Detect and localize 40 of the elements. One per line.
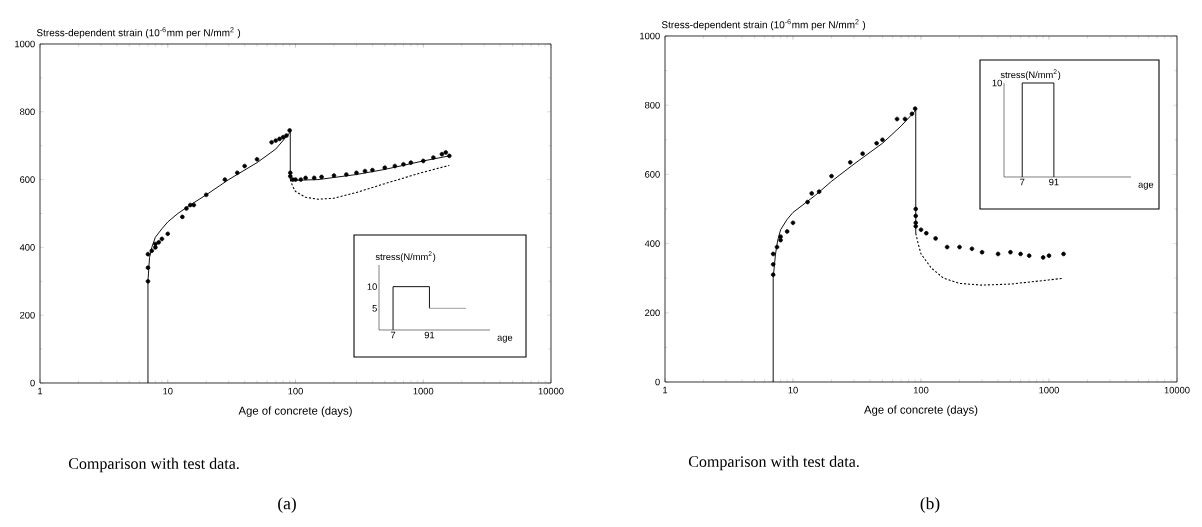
x-tick-label: 10 — [163, 387, 173, 395]
x-axis-title: Age of concrete (days) — [864, 405, 978, 416]
text: (a) — [278, 497, 296, 513]
y-tick-label: 200 — [20, 311, 35, 319]
x-tick-label: 10000 — [538, 387, 564, 395]
x-tick-label: 91 — [424, 331, 435, 339]
x-tick-label: 100 — [913, 386, 929, 394]
y-tick-label: 0 — [655, 378, 660, 386]
y-tick-label: 600 — [645, 171, 660, 178]
text: Comparison with test data. — [68, 457, 239, 473]
y-tick-label: 400 — [19, 244, 35, 251]
x-axis-title: age — [1138, 182, 1154, 190]
x-tick-label: 1 — [38, 387, 43, 395]
y-tick-label: 200 — [645, 309, 660, 317]
text: Comparison with test data. — [688, 455, 859, 471]
x-tick-label: 7 — [390, 331, 396, 339]
y-tick-label: 5 — [372, 305, 377, 312]
y-tick-label: 600 — [20, 176, 35, 183]
y-axis-title: Stress-dependent strain (10$^{-6}$mm per N/mm$^{2}$ ) — [661, 19, 866, 31]
x-axis-title: age — [497, 335, 513, 343]
x-tick-label: 100 — [288, 387, 303, 395]
y-tick-label: 0 — [30, 379, 35, 387]
y-tick-label: 1000 — [640, 32, 660, 40]
y-axis-title: Stress-dependent strain (10$^{-6}$mm per N/mm$^{2}$ ) — [36, 27, 241, 39]
x-tick-label: 1 — [663, 386, 668, 394]
x-tick-label: 7 — [1020, 178, 1025, 186]
x-tick-label: 91 — [1049, 178, 1059, 186]
x-tick-label: 10 — [788, 386, 798, 394]
y-tick-label: 800 — [644, 101, 660, 109]
y-tick-label: 400 — [644, 240, 660, 247]
y-axis-title: stress(N/mm$^{2}$) — [1000, 69, 1061, 80]
x-axis-title: Age of concrete (days) — [238, 406, 352, 417]
x-tick-label: 10000 — [1164, 386, 1190, 394]
x-tick-label: 1000 — [1039, 386, 1060, 394]
y-axis-title: stress(N/mm$^{2}$) — [375, 251, 436, 262]
annotation: 10 — [992, 79, 1002, 87]
x-tick-label: 1000 — [413, 387, 434, 395]
text: (b) — [920, 497, 940, 513]
y-tick-label: 1000 — [15, 40, 35, 48]
y-tick-label: 800 — [19, 108, 35, 116]
